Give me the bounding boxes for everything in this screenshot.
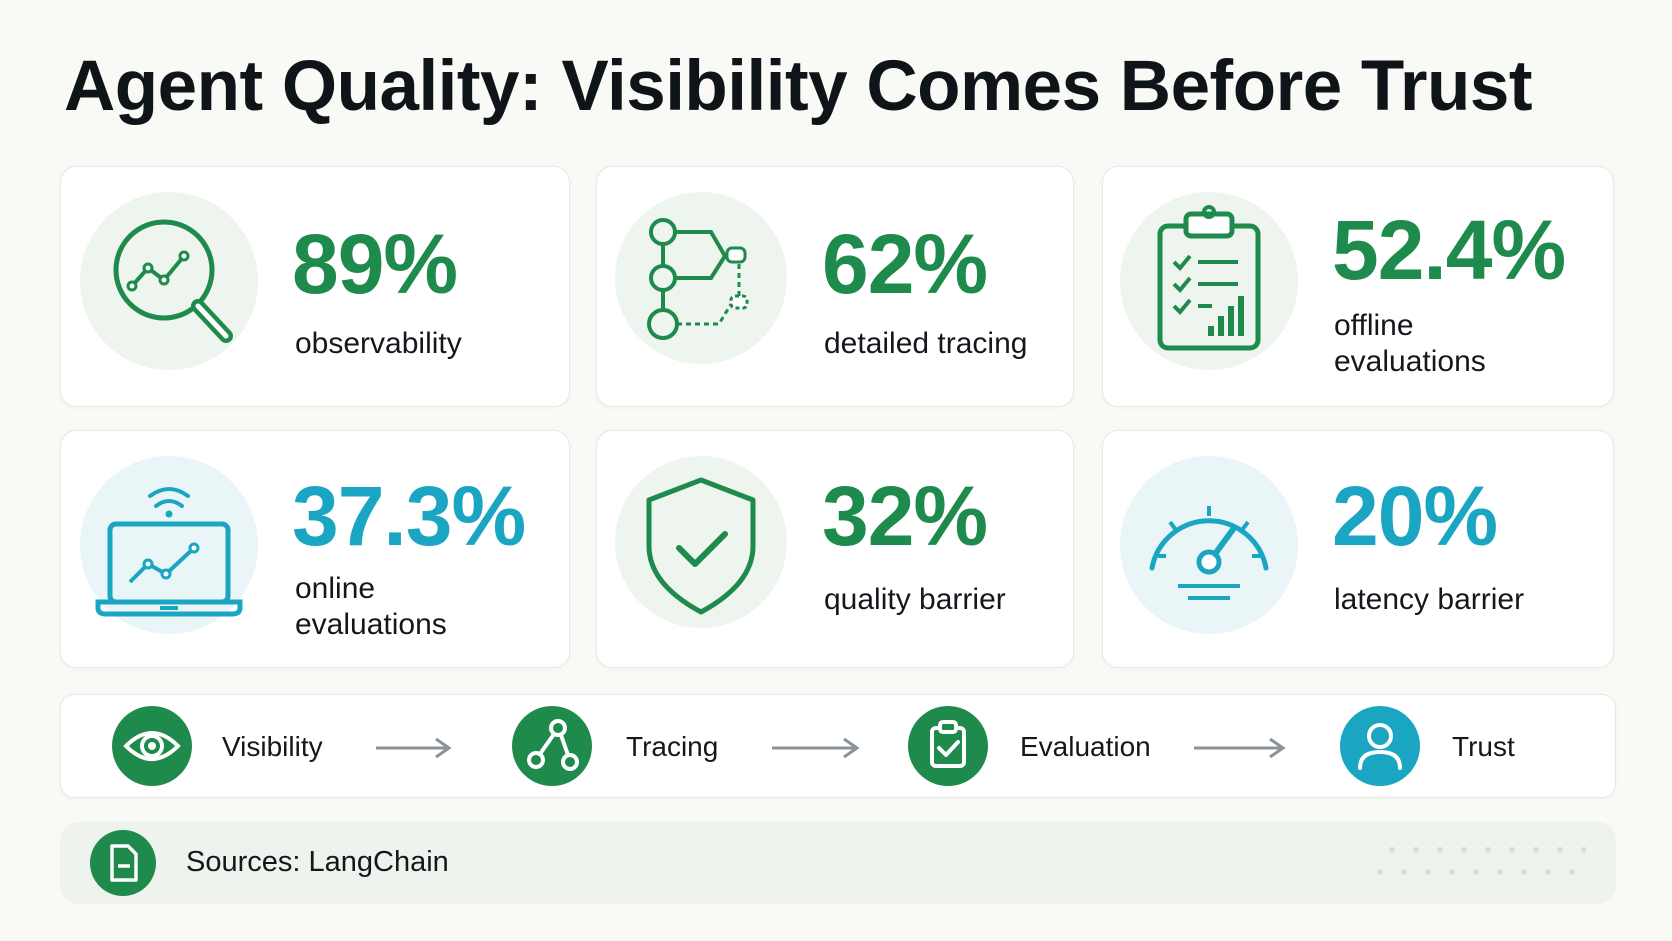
shield-check-icon	[615, 456, 787, 628]
stat-label-quality-barrier: quality barrier	[824, 583, 1006, 616]
dot	[1461, 847, 1467, 853]
magnifier-chart-icon	[80, 192, 258, 370]
dot	[1473, 869, 1479, 875]
dot	[1545, 869, 1551, 875]
stat-label-latency-barrier: latency barrier	[1334, 583, 1525, 616]
dot	[1521, 869, 1527, 875]
flow-label-evaluation: Evaluation	[1020, 731, 1151, 762]
eye-icon	[112, 706, 192, 786]
dot	[1389, 847, 1395, 853]
dot	[1497, 869, 1503, 875]
stat-value-detailed-tracing: 62%	[822, 217, 988, 311]
stat-label-observability: observability	[295, 327, 462, 360]
dot	[1377, 869, 1383, 875]
dot	[1485, 847, 1491, 853]
trace-tree-icon	[615, 192, 787, 364]
stat-value-offline-evaluations: 52.4%	[1332, 203, 1566, 297]
stat-value-quality-barrier: 32%	[822, 469, 988, 563]
dot	[1557, 847, 1563, 853]
stat-label-online-evaluations-line1: online	[295, 572, 376, 605]
flow-label-visibility: Visibility	[222, 731, 323, 762]
dot	[1533, 847, 1539, 853]
arrow-right-icon	[772, 737, 860, 759]
source-label: Sources: LangChain	[186, 846, 449, 878]
flow-label-tracing: Tracing	[626, 731, 719, 762]
dot	[1401, 869, 1407, 875]
clipboard-check-icon	[908, 706, 988, 786]
dot-pattern	[1377, 847, 1586, 875]
dot	[1413, 847, 1419, 853]
clipboard-checklist-icon	[1120, 192, 1298, 370]
source-bar	[60, 822, 1616, 904]
arrow-right-icon	[376, 737, 452, 759]
dot	[1581, 847, 1586, 853]
dot	[1569, 869, 1575, 875]
stat-value-online-evaluations: 37.3%	[292, 469, 526, 563]
document-icon	[90, 830, 156, 896]
page-title: Agent Quality: Visibility Comes Before T…	[64, 47, 1533, 126]
laptop-wifi-chart-icon	[80, 456, 258, 634]
dot	[1449, 869, 1455, 875]
user-icon	[1340, 706, 1420, 786]
stat-value-observability: 89%	[292, 217, 458, 311]
stat-label-detailed-tracing: detailed tracing	[824, 327, 1028, 360]
nodes-icon	[512, 706, 592, 786]
speedometer-icon	[1120, 456, 1298, 634]
flow-label-trust: Trust	[1452, 731, 1515, 762]
stat-label-online-evaluations-line2: evaluations	[295, 608, 447, 641]
stat-label-offline-evaluations-line2: evaluations	[1334, 345, 1486, 378]
dot	[1425, 869, 1431, 875]
dot	[1509, 847, 1515, 853]
stat-label-offline-evaluations-line1: offline	[1334, 309, 1414, 342]
arrow-right-icon	[1194, 737, 1286, 759]
dot	[1437, 847, 1443, 853]
stat-value-latency-barrier: 20%	[1332, 469, 1498, 563]
